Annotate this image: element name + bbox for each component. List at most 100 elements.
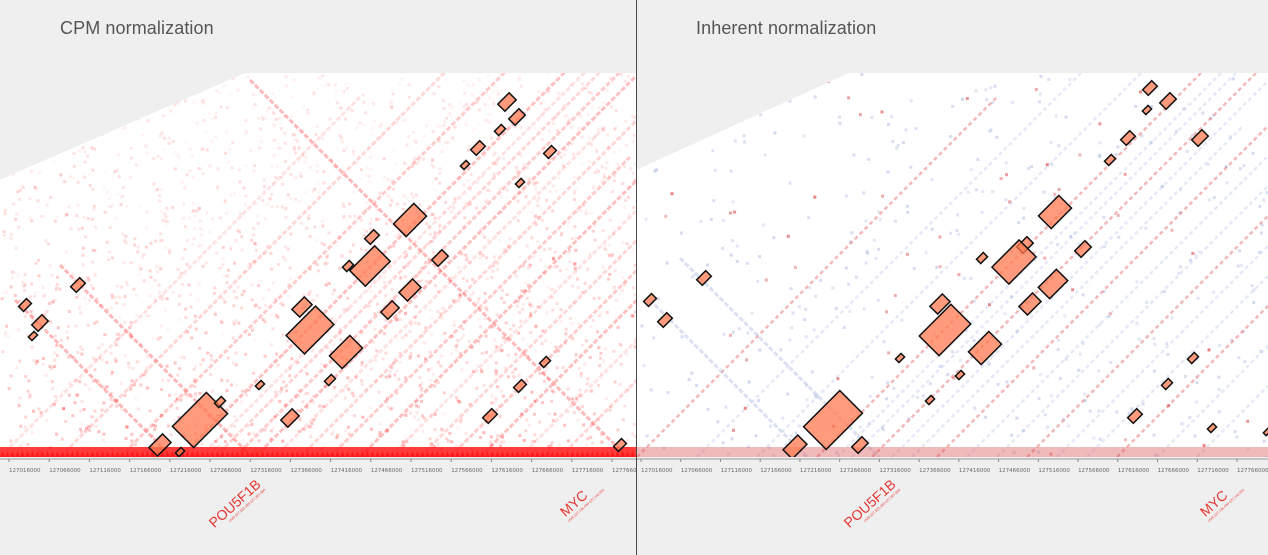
contact-pixel (680, 231, 683, 235)
domain-box[interactable] (1037, 194, 1073, 230)
contact-pixel (27, 122, 31, 126)
contact-pixel (148, 409, 152, 413)
domain-box[interactable] (1017, 291, 1043, 317)
domain-box[interactable] (341, 259, 355, 273)
contact-pixel (589, 211, 593, 215)
domain-box[interactable] (642, 292, 658, 308)
domain-box[interactable] (397, 277, 423, 303)
domain-box[interactable] (1119, 129, 1137, 147)
domain-box[interactable] (469, 139, 487, 157)
domain-box[interactable] (459, 159, 471, 171)
domain-box[interactable] (850, 435, 870, 455)
contact-map[interactable]: 127016000 127066000 127116000 127166000 1272… (0, 0, 636, 555)
domain-box[interactable] (695, 269, 713, 287)
domain-box[interactable] (538, 355, 552, 369)
contact-pixel (1243, 360, 1247, 364)
domain-box[interactable] (1141, 79, 1159, 97)
contact-pixel (539, 101, 543, 105)
contact-pixel (559, 308, 563, 312)
domain-box[interactable] (254, 379, 266, 391)
domain-box[interactable] (894, 352, 906, 364)
domain-box[interactable] (967, 330, 1003, 366)
domain-box[interactable] (1073, 239, 1093, 259)
contact-pixel (490, 276, 494, 279)
contact-pixel (557, 349, 561, 353)
domain-box[interactable] (363, 228, 381, 246)
domain-box[interactable] (30, 313, 50, 333)
domain-box[interactable] (1186, 351, 1200, 365)
domain-box[interactable] (496, 91, 518, 113)
contact-pixel (864, 261, 868, 265)
contact-pixel (517, 373, 521, 377)
domain-box[interactable] (430, 248, 450, 268)
contact-pixel (1005, 380, 1009, 384)
domain-box[interactable] (975, 251, 989, 265)
contact-pixel (274, 313, 278, 317)
contact-pixel (302, 427, 306, 431)
domain-box[interactable] (990, 238, 1038, 286)
domain-box[interactable] (507, 107, 527, 127)
domain-box[interactable] (1262, 427, 1268, 437)
domain-box[interactable] (27, 330, 39, 342)
contact-pixel (956, 213, 960, 217)
diagonal-pixel (370, 451, 375, 457)
domain-box[interactable] (69, 276, 87, 294)
contact-pixel (946, 373, 950, 376)
domain-box[interactable] (514, 177, 526, 189)
domain-box[interactable] (924, 394, 936, 406)
domain-box[interactable] (279, 407, 301, 429)
domain-box[interactable] (323, 373, 337, 387)
contact-pixel (812, 328, 816, 332)
domain-box[interactable] (612, 437, 628, 453)
domain-box[interactable] (17, 297, 33, 313)
domain-box[interactable] (290, 295, 314, 319)
domain-box[interactable] (481, 407, 499, 425)
domain-box[interactable] (213, 395, 227, 409)
domain-box[interactable] (802, 389, 864, 451)
domain-box[interactable] (1141, 104, 1153, 116)
domain-box[interactable] (493, 123, 507, 137)
domain-box[interactable] (954, 369, 966, 381)
diagonal-pixel (315, 451, 320, 457)
domain-box[interactable] (174, 446, 186, 457)
domain-box[interactable] (1103, 153, 1117, 167)
domain-box[interactable] (928, 292, 952, 316)
contact-pixel (568, 249, 571, 253)
contact-pixel (340, 107, 344, 111)
contact-pixel (561, 366, 565, 369)
domain-box[interactable] (542, 144, 558, 160)
contact-pixel (1135, 321, 1139, 325)
domain-box[interactable] (1160, 377, 1174, 391)
domain-box[interactable] (656, 311, 674, 329)
contact-pixel (347, 425, 350, 429)
contact-pixel (529, 331, 533, 335)
contact-pixel (161, 218, 165, 222)
contact-pixel (1032, 251, 1036, 255)
contact-pixel (788, 181, 792, 185)
contact-map[interactable]: 127016000 127066000 127116000 127166000 1272… (637, 0, 1268, 555)
domain-box[interactable] (1158, 91, 1178, 111)
contact-pixel (75, 295, 79, 299)
domain-box[interactable] (348, 244, 392, 288)
contact-pixel (80, 352, 84, 356)
domain-box[interactable] (1206, 422, 1218, 434)
contact-pixel (747, 380, 751, 384)
contact-pixel (455, 348, 459, 352)
domain-box[interactable] (1126, 407, 1144, 425)
domain-box[interactable] (1037, 268, 1069, 300)
domain-box[interactable] (1190, 128, 1210, 148)
domain-box[interactable] (512, 378, 528, 394)
domain-box[interactable] (918, 303, 972, 357)
domain-box[interactable] (147, 432, 173, 457)
domain-box[interactable] (328, 334, 364, 370)
domain-box[interactable] (392, 202, 428, 238)
domain-box[interactable] (285, 305, 335, 355)
domain-box[interactable] (379, 299, 401, 321)
contact-pixel (360, 178, 363, 181)
contact-stripe (358, 155, 636, 457)
domain-box[interactable] (781, 433, 809, 459)
